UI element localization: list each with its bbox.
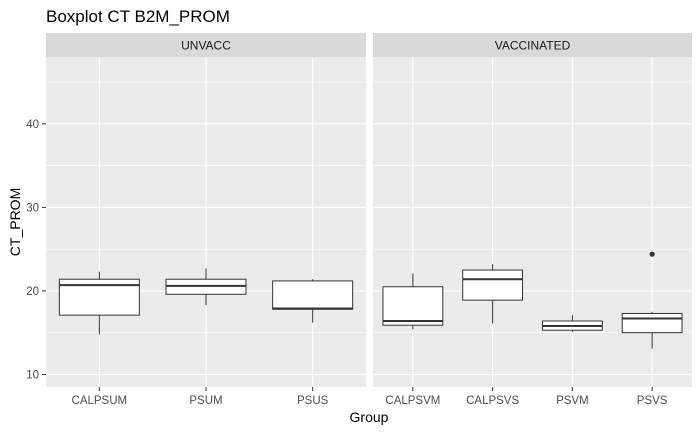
box-calpsvm [382, 273, 444, 330]
y-tick-label: 10 [26, 369, 39, 381]
facet-strip-label: VACCINATED [495, 39, 571, 53]
box-calpsvs [462, 264, 524, 324]
panel-background [373, 57, 692, 387]
y-tick-label: 30 [26, 202, 39, 214]
facet-strip-label: UNVACC [181, 39, 231, 53]
box-iqr [621, 312, 683, 334]
box-iqr [272, 280, 354, 310]
y-axis-title: CT_PROM [7, 188, 23, 256]
box-psvs [621, 251, 683, 349]
facet-panel-vaccinated: VACCINATED CALPSVM CALPSVS PSVM PSVS [373, 33, 692, 407]
x-tick-label: PSVS [637, 395, 668, 407]
chart-title: Boxplot CT B2M_PROM [46, 7, 230, 26]
facet-panel-unvacc: UNVACC CALPSUM PSUM PSUS [46, 33, 366, 407]
x-tick-label: CALPSVM [385, 395, 440, 407]
x-tick-label: PSUS [297, 395, 329, 407]
box-iqr [462, 269, 524, 301]
x-tick-label: PSVM [556, 395, 589, 407]
y-axis: 10 20 30 40 [26, 119, 46, 381]
x-tick-label: CALPSUM [72, 395, 128, 407]
x-axis-title: Group [350, 409, 389, 425]
box-psus [272, 279, 354, 323]
facet-strip [373, 33, 692, 57]
facet-strip [46, 33, 366, 57]
x-tick-label: PSUM [189, 395, 222, 407]
y-tick-label: 20 [26, 286, 39, 298]
x-tick-label: CALPSVS [466, 395, 519, 407]
facet-panels: UNVACC CALPSUM PSUM PSUS VACCINATED CALPSVM CA… [46, 33, 692, 407]
y-tick-label: 40 [26, 119, 39, 131]
box-calpsum [58, 271, 140, 335]
box-psvm [541, 315, 603, 332]
box-iqr [382, 286, 444, 326]
outlier-point [649, 251, 655, 257]
box-psum [165, 268, 247, 306]
